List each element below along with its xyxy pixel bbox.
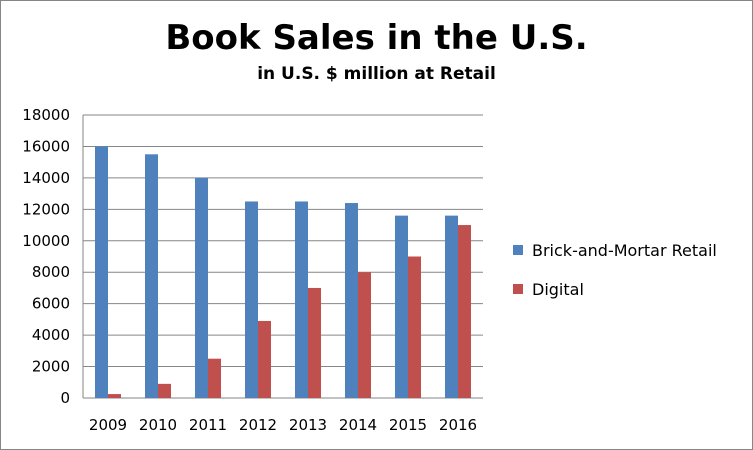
y-tick-label: 4000 [32,326,70,344]
legend-label: Brick-and-Mortar Retail [532,241,717,260]
x-axis-ticks: 2009 2010 2011 2012 2013 2014 2015 2016 [89,416,477,434]
bar-brick-and-mortar-2012 [245,201,258,398]
x-tick-label: 2010 [139,416,177,434]
legend-label: Digital [532,280,584,299]
x-tick-label: 2009 [89,416,127,434]
legend-swatch [513,284,523,294]
x-tick-label: 2014 [339,416,377,434]
bar-brick-and-mortar-2010 [145,154,158,398]
bar-digital-2011 [208,358,221,398]
y-tick-label: 14000 [22,169,70,187]
bar-brick-and-mortar-2016 [445,215,458,398]
bar-digital-2010 [158,383,171,398]
y-tick-label: 0 [60,389,70,407]
legend: Brick-and-Mortar Retail Digital [513,241,717,299]
y-tick-label: 10000 [22,232,70,250]
y-tick-label: 2000 [32,358,70,376]
bar-brick-and-mortar-2009 [95,146,108,398]
bar-brick-and-mortar-2015 [395,215,408,398]
bar-digital-2016 [458,225,471,398]
bar-digital-2015 [408,256,421,398]
bar-digital-2013 [308,287,321,398]
gridlines [82,114,483,399]
chart-title: Book Sales in the U.S. [165,18,588,58]
bar-digital-2012 [258,320,271,398]
x-tick-label: 2013 [289,416,327,434]
x-tick-label: 2012 [239,416,277,434]
y-tick-label: 6000 [32,295,70,313]
bars [95,146,471,398]
bar-brick-and-mortar-2011 [195,177,208,398]
chart-subtitle: in U.S. $ million at Retail [257,64,496,84]
y-axis-ticks: 0 2000 4000 6000 8000 10000 12000 14000 16000 180… [22,106,70,407]
bar-brick-and-mortar-2014 [345,203,358,398]
x-tick-label: 2011 [189,416,227,434]
y-tick-label: 12000 [22,200,70,218]
bar-digital-2009 [108,394,121,398]
y-tick-label: 18000 [22,106,70,124]
bar-digital-2014 [358,272,371,398]
x-tick-label: 2015 [389,416,427,434]
legend-swatch [513,245,523,255]
y-tick-label: 16000 [22,137,70,155]
y-tick-label: 8000 [32,263,70,281]
bar-brick-and-mortar-2013 [295,201,308,398]
x-tick-label: 2016 [439,416,477,434]
